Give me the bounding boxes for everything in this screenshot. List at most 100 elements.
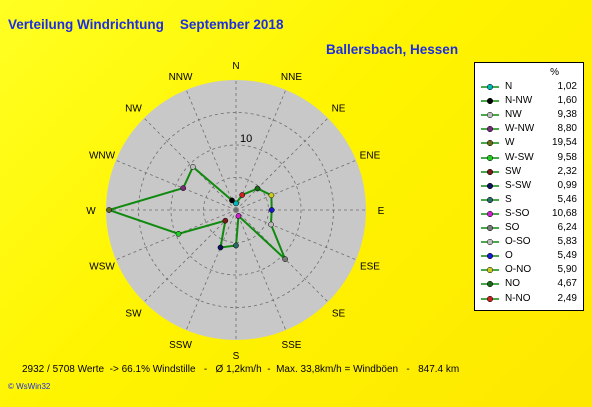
legend-swatch [481,182,499,189]
legend-value: 2,32 [557,165,577,177]
grid-spoke-wnw [115,159,237,211]
legend-header: % [550,67,559,78]
data-point-w-sw [175,230,182,237]
legend-swatch [481,83,499,91]
location-label: Ballersbach, Hessen [326,42,459,57]
legend-swatch [481,140,499,147]
grid-spoke-wsw [115,209,237,261]
legend-item: O-NO 5,90 [475,263,583,277]
legend-item: S-SW 0,99 [475,179,583,193]
direction-label-wnw: WNW [89,151,116,162]
legend-value: 1,02 [557,81,577,92]
legend-swatch [481,267,499,274]
legend-item: SW 2,32 [475,165,583,179]
grid-spoke-ssw [185,209,237,331]
legend-label: W-SW [505,151,534,163]
ring-label: 10 [240,133,252,145]
legend-label: N [505,81,513,92]
legend-item: O 5,49 [475,249,583,263]
legend: % N 1,02 N-NW 1,60 NW 9,38 W-NW 8,80 W 19,54 W-SW 9… [474,62,584,311]
grid-spoke-sse [235,209,287,331]
legend-value: 5,83 [557,236,577,248]
grid-spoke-nne [235,89,287,211]
legend-value: 5,49 [557,250,577,262]
data-point-so [282,256,288,262]
legend-value: 5,90 [557,264,577,276]
data-point-o-so [268,221,274,228]
legend-swatch [481,126,499,133]
grid-ring-1 [170,144,302,276]
legend-swatch [481,295,499,302]
footer-stats: 2932 / 5708 Werte -> 66.1% Windstille - … [22,364,460,375]
direction-label-sw: SW [125,309,142,320]
direction-label-sse: SSE [281,340,301,351]
grid-spoke-nw [143,117,237,211]
legend-value: 9,58 [557,151,577,163]
legend-item: SO 6,24 [475,221,583,235]
grid-spoke-ene [235,159,357,211]
legend-item: W 19,54 [475,136,583,150]
legend-label: S [505,193,512,205]
legend-label: N-NW [505,95,533,107]
data-point-n-nw [229,197,235,204]
legend-value: 1,60 [557,95,577,107]
legend-item: NO 4,67 [475,277,583,291]
data-point-s [233,242,239,249]
legend-item: NW 9,38 [475,108,583,122]
direction-label-nw: NW [125,103,142,114]
data-point-w [106,207,112,213]
title-period: September 2018 [179,17,284,32]
legend-item: N-NW 1,60 [475,94,583,108]
legend-swatch [481,210,499,217]
legend-label: SW [505,165,522,177]
data-point-no [254,185,261,192]
legend-value: 19,54 [551,137,577,149]
data-point-sw [222,217,229,224]
direction-label-ne: NE [332,103,346,114]
legend-value: 6,24 [557,222,577,233]
chart-title: Verteilung Windrichtung September 2018 [8,17,283,32]
direction-label-w: W [86,206,96,217]
legend-swatch [481,281,499,288]
legend-label: O [505,250,513,262]
data-point-s-so [235,213,242,219]
legend-label: N-NO [505,292,531,304]
legend-item: W-NW 8,80 [475,122,583,136]
legend-value: 8,80 [557,123,577,135]
direction-label-nne: NNE [281,72,302,83]
legend-value: 9,38 [557,109,577,121]
direction-label-n: N [232,61,239,72]
legend-swatch [481,224,499,232]
legend-swatch [481,168,499,175]
title-text: Verteilung Windrichtung [8,17,164,32]
direction-label-nnw: NNW [169,72,193,83]
data-point-o [268,207,275,213]
legend-label: W-NW [505,123,535,135]
grid-spoke-se [235,209,329,303]
data-point-nw [190,164,196,170]
legend-value: 4,67 [557,278,577,290]
legend-item: S-SO 10,68 [475,207,583,221]
legend-label: NW [505,109,522,121]
legend-item: O-SO 5,83 [475,235,583,249]
legend-item: W-SW 9,58 [475,151,583,165]
legend-swatch [481,196,499,203]
legend-swatch [481,98,499,105]
direction-label-ese: ESE [360,261,380,272]
legend-value: 2,49 [557,292,577,304]
grid-spoke-ne [235,117,329,211]
legend-swatch [481,112,499,119]
legend-label: S-SW [505,179,532,191]
direction-label-wsw: WSW [89,261,115,272]
legend-label: O-NO [505,264,532,276]
software-credit: © WsWin32 [8,382,51,391]
legend-swatch [481,154,499,161]
legend-swatch [481,239,499,246]
direction-label-ssw: SSW [169,340,192,351]
legend-label: O-SO [505,236,531,248]
legend-label: SO [505,222,520,233]
legend-value: 10,68 [551,207,577,219]
data-point-w-nw [180,185,187,191]
grid-spoke-sw [143,209,237,303]
